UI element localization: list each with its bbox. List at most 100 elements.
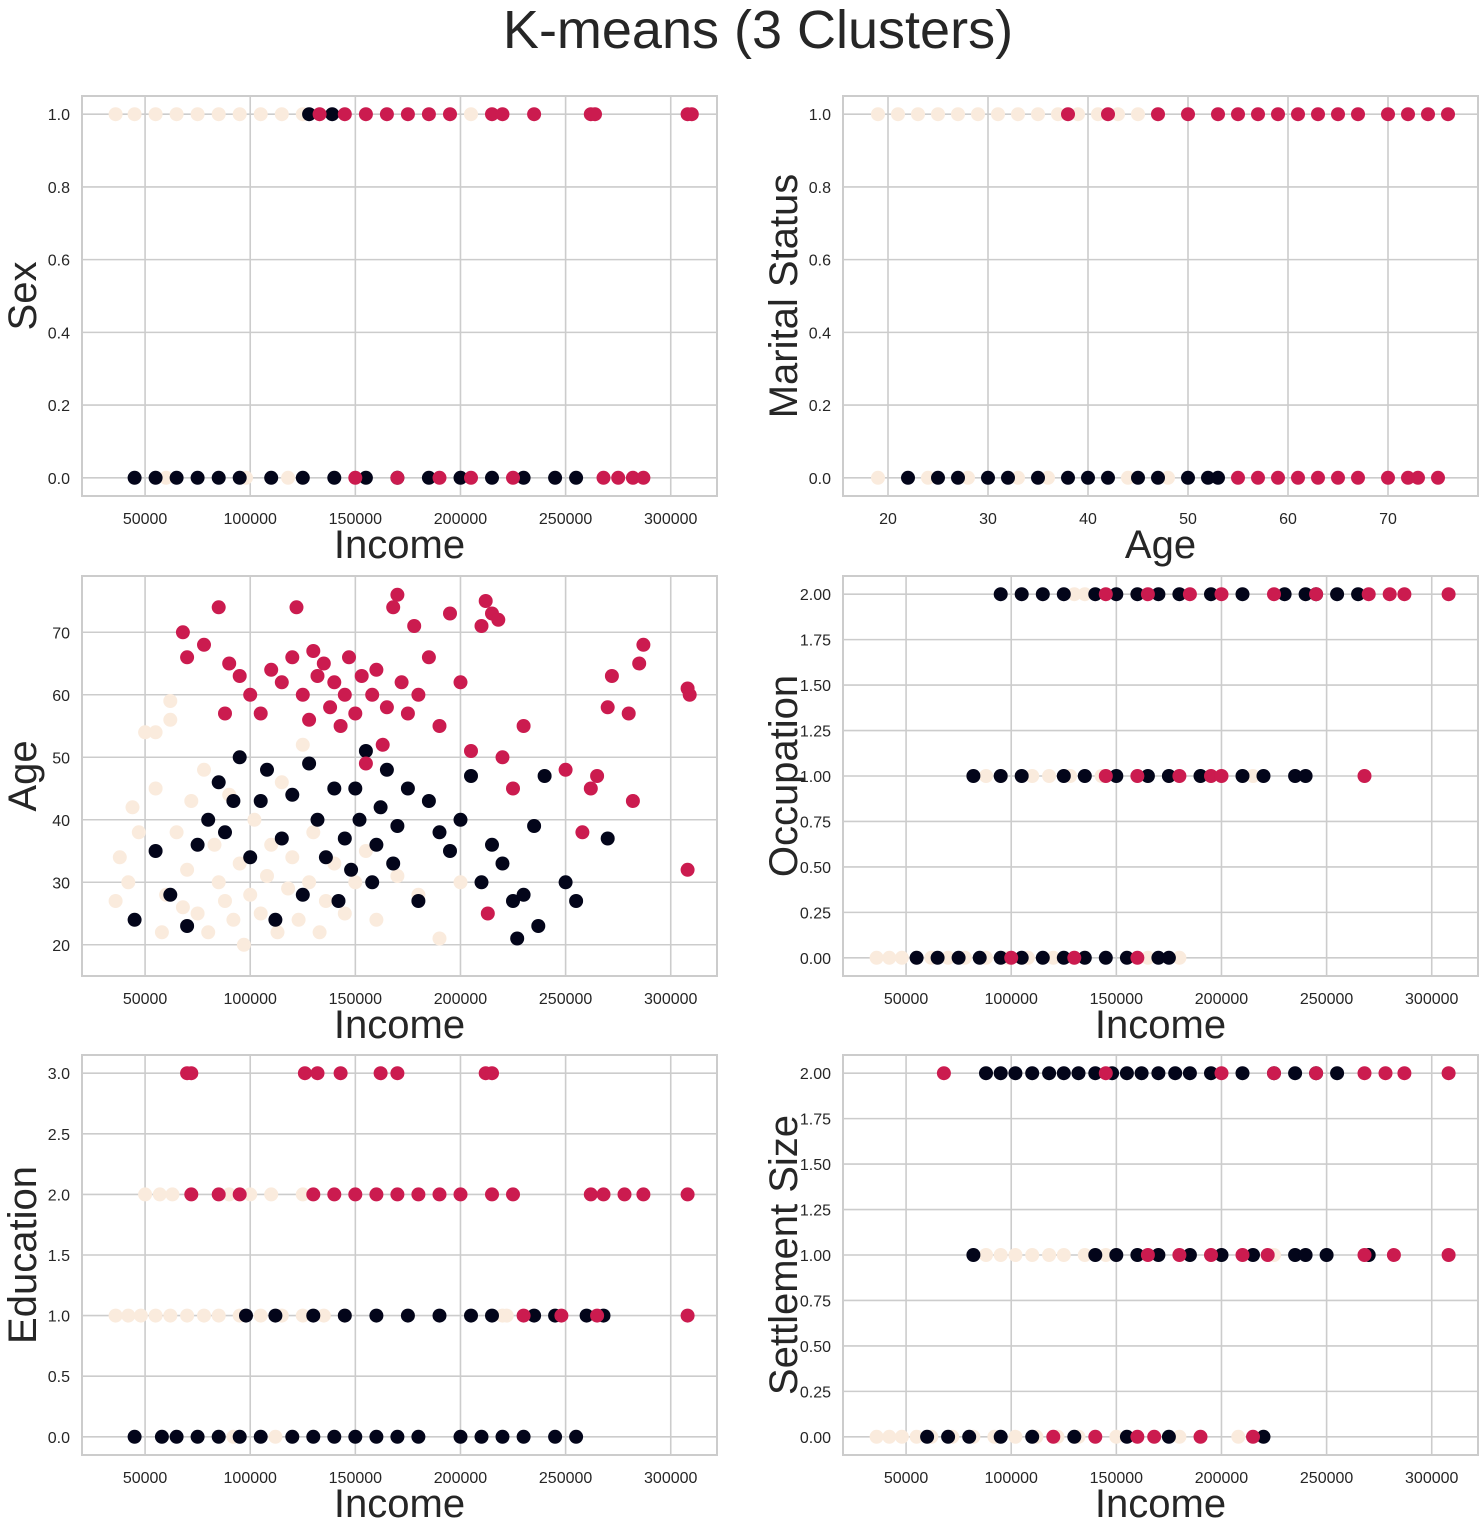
data-point [148, 844, 163, 858]
data-point [1098, 950, 1113, 965]
data-point [548, 1429, 563, 1444]
data-point [316, 656, 331, 671]
data-point [390, 470, 405, 485]
y-tick-label: 40 [52, 813, 70, 830]
data-point [407, 619, 422, 633]
data-point [358, 744, 373, 758]
data-point [211, 107, 226, 122]
data-point [1235, 1248, 1250, 1262]
data-point [871, 470, 885, 485]
data-point [243, 1187, 258, 1202]
data-point [268, 1429, 283, 1444]
data-point [1140, 769, 1155, 783]
data-point [464, 107, 478, 122]
data-point [222, 656, 237, 671]
data-point [1098, 769, 1113, 783]
x-tick-label: 300000 [644, 511, 697, 528]
data-point [941, 950, 956, 965]
data-point [163, 712, 178, 727]
cluster-1-points [180, 1066, 695, 1323]
data-point [306, 644, 321, 658]
x-tick-label: 70 [1379, 511, 1397, 528]
data-point [1130, 1429, 1145, 1444]
data-point [1351, 470, 1365, 485]
data-point [152, 1187, 167, 1202]
data-point [310, 669, 325, 683]
data-point [379, 762, 394, 777]
y-tick-label: 0.4 [809, 325, 831, 342]
data-point [411, 894, 426, 908]
cluster-1-points [936, 1066, 1456, 1444]
data-point [474, 1429, 489, 1444]
data-point [163, 694, 178, 708]
data-point [596, 1187, 611, 1202]
data-point [180, 919, 195, 933]
data-point [951, 950, 966, 965]
data-point [869, 1429, 884, 1444]
data-point [348, 875, 363, 890]
data-point [485, 837, 499, 852]
data-point [169, 107, 184, 122]
data-point [306, 1187, 321, 1202]
data-point [464, 470, 478, 485]
data-point [327, 1429, 342, 1444]
y-tick-label: 0.75 [800, 814, 831, 831]
data-point [1251, 470, 1265, 485]
data-point [993, 1429, 1008, 1444]
data-point [931, 107, 945, 122]
data-point [1267, 587, 1281, 602]
data-point [1298, 769, 1313, 783]
data-point [1061, 107, 1075, 122]
data-point [211, 1187, 226, 1202]
data-point [1004, 950, 1019, 965]
data-point [583, 1187, 598, 1202]
data-point [222, 1187, 237, 1202]
y-tick-label: 2.00 [800, 1066, 831, 1083]
data-point [1134, 1066, 1149, 1081]
data-point [1091, 107, 1105, 122]
data-point [495, 856, 510, 871]
data-point [421, 107, 436, 122]
data-point [1331, 107, 1345, 122]
data-point [443, 107, 457, 122]
y-tick-label: 70 [52, 625, 70, 642]
y-tick-label: 0.0 [48, 471, 70, 488]
y-tick-label: 3.0 [48, 1066, 70, 1083]
data-point [121, 875, 136, 890]
data-point [358, 844, 373, 858]
data-point [285, 787, 300, 802]
data-point [1382, 587, 1397, 602]
data-point [184, 794, 199, 808]
data-point [495, 750, 510, 765]
data-point [993, 1248, 1008, 1262]
data-point [232, 856, 247, 871]
data-point [138, 1187, 153, 1202]
data-point [264, 470, 279, 485]
x-tick-label: 200000 [434, 511, 487, 528]
data-point [464, 1308, 478, 1323]
data-point [1161, 470, 1175, 485]
y-tick-label: 1.25 [800, 1203, 831, 1220]
data-point [1181, 107, 1195, 122]
data-point [163, 1308, 178, 1323]
data-point [1056, 1066, 1071, 1081]
data-point [270, 925, 285, 940]
data-point [1130, 1248, 1145, 1262]
data-point [190, 837, 205, 852]
data-point [1214, 769, 1229, 783]
x-tick-label: 200000 [434, 991, 487, 1008]
data-point [197, 637, 211, 652]
data-point [295, 887, 310, 902]
data-point [516, 719, 531, 733]
data-point [1101, 107, 1115, 122]
data-point [108, 107, 123, 122]
y-tick-label: 1.0 [48, 1309, 70, 1326]
data-point [344, 862, 359, 877]
x-tick-label: 150000 [1090, 991, 1143, 1008]
data-point [590, 1308, 605, 1323]
data-point [131, 825, 146, 840]
x-tick-label: 250000 [539, 1470, 592, 1487]
data-point [1441, 107, 1455, 122]
data-point [1088, 1066, 1103, 1081]
x-tick-label: 100000 [224, 991, 277, 1008]
